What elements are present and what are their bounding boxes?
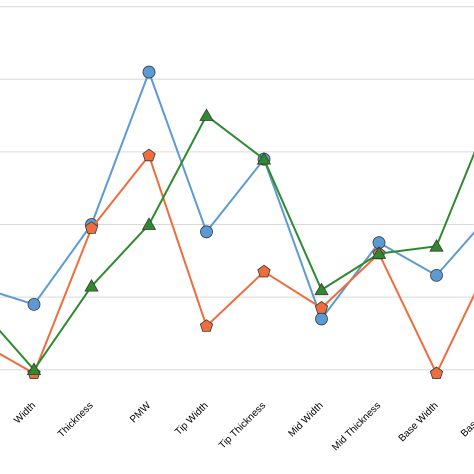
series-1-point bbox=[200, 225, 213, 239]
series-3-point bbox=[84, 278, 99, 292]
series-3-point bbox=[26, 362, 42, 376]
series-3-point bbox=[199, 108, 214, 121]
series-2-point bbox=[142, 148, 156, 162]
x-tick-label: Tip Width bbox=[173, 400, 210, 437]
x-tick-label: Mid Thickness bbox=[330, 400, 383, 453]
x-tick-label: Base Width bbox=[397, 400, 441, 444]
series-1-point bbox=[315, 312, 328, 326]
x-tick-label: Width bbox=[12, 400, 38, 426]
series-1-point bbox=[27, 297, 41, 311]
series-3-point bbox=[371, 246, 387, 259]
series-3-point bbox=[141, 217, 157, 230]
series-3-point bbox=[314, 282, 329, 296]
series-2-point bbox=[84, 221, 99, 234]
x-tick-label: Base Thic bbox=[459, 400, 474, 439]
series-1-point bbox=[430, 268, 443, 282]
x-tick-label: Tip Thickness bbox=[217, 400, 268, 451]
series-line-3 bbox=[0, 114, 474, 371]
series-2-point bbox=[314, 301, 329, 314]
series-2-point bbox=[257, 264, 271, 278]
series-1-point bbox=[142, 65, 156, 79]
x-tick-label: PMW bbox=[128, 400, 153, 425]
series-3-point bbox=[429, 239, 444, 252]
series-line-1 bbox=[0, 71, 474, 320]
x-tick-label: Thickness bbox=[56, 400, 96, 440]
series-3-point bbox=[256, 151, 272, 165]
x-tick-label: Mid Width bbox=[286, 400, 325, 439]
series-2-point bbox=[429, 366, 444, 380]
series-2-point bbox=[199, 319, 214, 332]
series-line-2 bbox=[0, 154, 474, 375]
